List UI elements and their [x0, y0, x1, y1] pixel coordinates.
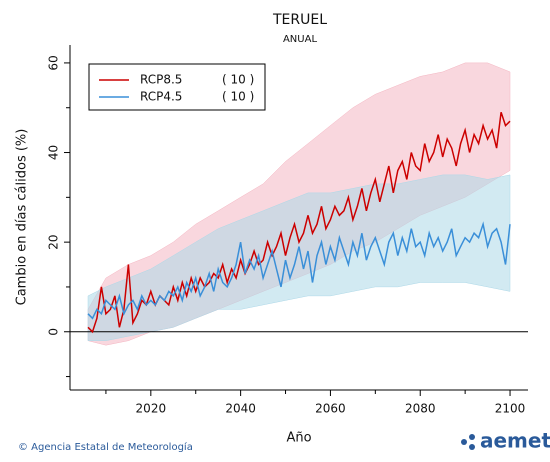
- x-tick-label: 2060: [315, 402, 346, 416]
- legend-note: ( 10 ): [222, 90, 254, 104]
- x-tick-label: 2100: [495, 402, 526, 416]
- logo-dot: [469, 434, 475, 440]
- range-band: [87, 174, 511, 341]
- logo-dot: [469, 444, 475, 450]
- y-tick-label: 60: [47, 55, 61, 70]
- logo-text: aemet: [480, 429, 550, 453]
- series-line: [87, 221, 511, 320]
- legend-label: RCP8.5: [140, 73, 182, 87]
- y-tick-label: 20: [47, 235, 61, 250]
- y-tick-label: 40: [47, 145, 61, 160]
- x-tick-label: 2080: [405, 402, 436, 416]
- logo-dot: [461, 439, 467, 445]
- chart-subtitle: ANUAL: [283, 34, 317, 45]
- footer: © Agencia Estatal de Meteorología: [18, 441, 193, 453]
- legend-box: [88, 63, 266, 111]
- y-axis-label: Cambio en días cálidos (%): [15, 129, 30, 306]
- x-axis-label: Año: [286, 431, 311, 446]
- legend-note: ( 10 ): [222, 73, 254, 87]
- logo: aemet: [461, 429, 550, 453]
- x-tick-label: 2040: [225, 402, 256, 416]
- chart-title: TERUEL: [272, 12, 327, 28]
- legend-label: RCP4.5: [140, 90, 182, 104]
- x-tick-label: 2020: [136, 402, 167, 416]
- legend: RCP8.5 ( 10 ) RCP4.5 ( 10 ): [88, 63, 266, 111]
- y-tick-label: 0: [47, 328, 61, 336]
